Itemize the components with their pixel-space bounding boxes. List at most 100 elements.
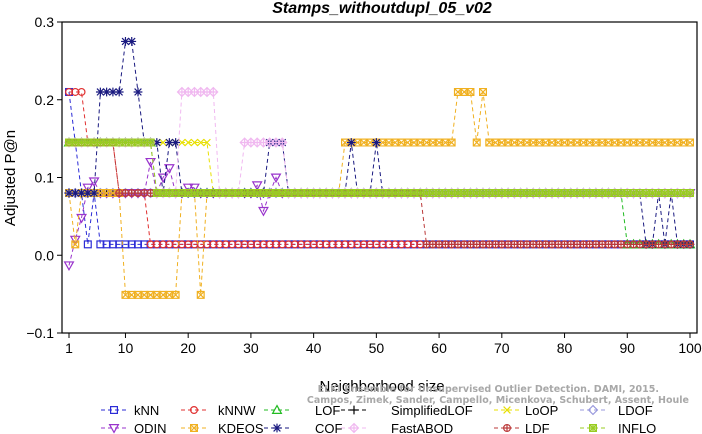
data-point <box>89 188 99 198</box>
data-point <box>70 188 80 198</box>
data-point <box>171 138 181 147</box>
x-axis-label: Neighborhood size <box>319 378 444 395</box>
legend-label: LoOP <box>525 403 558 418</box>
data-point <box>258 206 269 217</box>
y-tick-label: 0.1 <box>35 170 55 186</box>
legend-label: LDOF <box>618 403 653 418</box>
legend-item-lof: LOF <box>264 403 340 418</box>
legend-label: SimplifiedLOF <box>391 403 473 418</box>
data-point <box>196 290 205 299</box>
data-point <box>208 86 219 98</box>
data-point <box>178 138 186 147</box>
x-tick-label: 50 <box>369 340 385 356</box>
data-point <box>64 188 74 198</box>
legend-item-fastabod: FastABOD <box>341 421 453 434</box>
y-tick-label: 0.0 <box>35 247 55 263</box>
data-point <box>251 181 263 191</box>
data-point <box>348 422 360 434</box>
data-point <box>102 87 112 97</box>
legend-item-cof: COF <box>264 421 343 434</box>
data-point <box>82 183 94 194</box>
data-point <box>371 138 381 147</box>
x-tick-label: 60 <box>431 340 447 356</box>
data-point <box>686 138 694 147</box>
data-point <box>272 423 282 433</box>
legend-item-knnw: kNNW <box>181 403 256 418</box>
data-point <box>171 290 180 299</box>
data-point <box>88 177 100 188</box>
data-point <box>190 138 199 147</box>
y-tick-label: 0.2 <box>35 92 55 108</box>
x-tick-label: 30 <box>243 340 259 356</box>
data-point <box>503 406 511 414</box>
data-point <box>190 424 198 432</box>
y-tick-label: 0.3 <box>35 14 55 30</box>
data-point <box>271 404 283 414</box>
x-tick-label: 1 <box>65 340 73 356</box>
legend-label: LDF <box>525 421 550 434</box>
legend-item-knn: kNN <box>101 403 159 418</box>
data-point <box>146 138 155 147</box>
data-point <box>184 138 193 147</box>
data-point <box>71 240 80 249</box>
data-point <box>77 87 86 96</box>
data-point <box>447 138 456 147</box>
data-point <box>114 87 124 97</box>
x-tick-label: 70 <box>494 340 510 356</box>
data-point <box>76 213 87 224</box>
credit-line-2: Campos, Zimek, Sander, Campello, Micenko… <box>307 395 689 406</box>
data-point <box>203 138 211 147</box>
data-point <box>152 138 162 147</box>
legend-label: kNNW <box>218 403 256 418</box>
series-odin <box>63 157 696 271</box>
x-tick-label: 90 <box>619 340 635 356</box>
plot-frame <box>61 21 698 334</box>
series-line <box>68 161 690 266</box>
legend-label: FastABOD <box>391 421 453 434</box>
data-point <box>182 183 194 194</box>
legend-label: ODIN <box>134 421 167 434</box>
data-point <box>479 87 487 96</box>
credit-line-1: ELKI Ensemble for Unsupervised Outlier D… <box>318 384 659 395</box>
data-point <box>63 261 75 271</box>
x-tick-label: 40 <box>306 340 322 356</box>
legend-item-simplifiedlof: SimplifiedLOF <box>341 403 473 418</box>
data-point <box>349 405 359 415</box>
y-tick-label: −0.1 <box>26 325 54 341</box>
legend-label: LOF <box>315 403 340 418</box>
legend-label: KDEOS <box>218 421 264 434</box>
legend-item-inflo: INFLO <box>580 421 656 434</box>
series-layer <box>63 37 696 299</box>
data-point <box>686 189 694 198</box>
legend-item-kdeos: KDEOS <box>181 421 264 434</box>
legend-label: kNN <box>134 403 159 418</box>
data-point <box>189 183 200 194</box>
data-point <box>472 138 481 147</box>
data-point <box>109 406 118 415</box>
data-point <box>196 138 205 147</box>
legend: kNN kNNW LOF SimplifiedLOF LoOP LDOF ODIN KDEOS… <box>101 403 656 434</box>
data-point <box>685 240 695 249</box>
data-point <box>127 37 137 46</box>
data-point <box>589 424 597 432</box>
data-point <box>270 173 282 184</box>
axes: 1 10 20 30 40 50 60 70 80 90 100 −0.1 0.0 0.1 0.2 0.3 <box>26 14 702 356</box>
data-point <box>190 406 199 415</box>
data-point <box>159 138 167 147</box>
legend-label: COF <box>315 421 343 434</box>
x-tick-label: 100 <box>678 340 702 356</box>
data-point <box>277 137 288 148</box>
data-point <box>108 87 118 97</box>
data-point <box>77 188 86 198</box>
y-axis-label: Adjusted P@n <box>2 130 19 226</box>
legend-item-loop: LoOP <box>494 403 558 418</box>
series-inflo <box>65 138 694 198</box>
data-point <box>466 87 475 96</box>
data-point <box>587 404 599 416</box>
data-point <box>83 240 92 249</box>
x-tick-label: 10 <box>118 340 134 356</box>
data-point <box>133 87 143 97</box>
data-point <box>108 424 120 434</box>
x-tick-label: 80 <box>557 340 573 356</box>
